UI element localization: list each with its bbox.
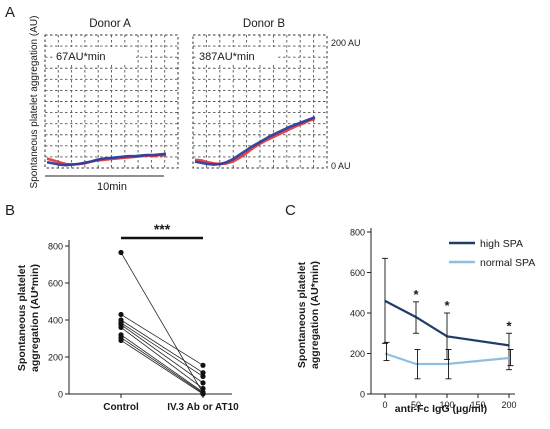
panel-c-high-spa-line [384, 299, 510, 347]
panel-c-xtick-label: 0 [382, 400, 387, 410]
panel-c-ytick-label: 600 [350, 268, 365, 278]
panel-b: Spontaneous platelet aggregation (AU*min… [16, 221, 239, 413]
panel-b-ytick-label: 0 [58, 390, 63, 400]
panel-a: Spontaneous platelet aggregation (AU) Do… [29, 16, 361, 193]
panel-b-pair-line [120, 319, 204, 374]
panel-b-significance-label: *** [154, 221, 171, 237]
panel-c-xlabel: anti-Fc IgG (µg/ml) [395, 403, 487, 415]
panel-b-point-treated [200, 385, 206, 392]
panel-c-xtick-label: 200 [501, 400, 516, 410]
panel-b-point-control [118, 249, 124, 256]
panel-c-ytick-label: 200 [350, 349, 365, 359]
panel-b-pair-line [120, 314, 204, 366]
panel-letter-b: B [5, 202, 15, 219]
donor-b-grid [192, 34, 328, 169]
donor-b-title: Donor B [243, 18, 286, 30]
panel-c-xtick-label: 150 [470, 400, 485, 410]
panel-b-ylabel-line2: aggregation (AU*min) [29, 264, 41, 372]
panel-b-point-treated [200, 362, 206, 368]
panel-b-point-control [118, 324, 124, 330]
panel-a-scale-bar-label: 10min [97, 181, 127, 193]
donor-a-grid [44, 34, 179, 169]
panel-b-pair-line [120, 324, 204, 384]
panel-c-xtick-label: 50 [411, 400, 421, 410]
panel-c-axes: 0 200 400 600 800 0 50 100 150 200 [350, 228, 517, 411]
panel-b-marks: *** [118, 221, 206, 397]
panel-b-point-treated [200, 380, 206, 386]
panel-b-point-control [118, 311, 124, 318]
panel-a-ytick-0: 0 AU [331, 161, 351, 171]
panel-c-legend-normal-spa-label: normal SPA [480, 257, 535, 269]
panel-a-ylabel: Spontaneous platelet aggregation (AU) [29, 16, 40, 189]
panel-c-significance-star: * [506, 318, 512, 333]
panel-c: Spontaneous platelet aggregation (AU*min… [296, 228, 535, 416]
panel-b-point-control [118, 337, 124, 343]
donor-a-title: Donor A [89, 18, 131, 30]
panel-b-ytick-label: 800 [48, 242, 63, 252]
donor-a-annotation: 67AU*min [56, 51, 106, 63]
panel-b-point-treated [200, 373, 206, 380]
panel-b-xtick-label: IV.3 Ab or AT10 [167, 402, 239, 413]
donor-b-blue-trace [194, 115, 316, 166]
panel-c-marks: * * * high SPA normal SPA [382, 238, 535, 380]
donor-b-annotation-bg [197, 47, 277, 64]
panel-b-pair-line [120, 340, 204, 395]
panel-b-pair-line [120, 252, 204, 394]
panel-b-pair-line [120, 327, 204, 389]
donor-b-annotation: 387AU*min [199, 51, 255, 63]
panel-c-ylabel-line1: Spontaneous platelet [296, 261, 308, 368]
panel-a-ytick-200: 200 AU [331, 38, 361, 48]
panel-b-ytick-label: 200 [48, 353, 63, 363]
panel-b-xtick-label: Control [103, 402, 139, 413]
panel-c-significance-star: * [444, 298, 450, 313]
panel-c-ytick-label: 400 [350, 309, 365, 319]
panel-c-legend-high-spa-label: high SPA [480, 238, 523, 250]
panel-b-ytick-label: 400 [48, 316, 63, 326]
panel-b-point-treated [200, 370, 206, 376]
panel-b-ylabel-line1: Spontaneous platelet [16, 264, 28, 371]
donor-a-annotation-bg [54, 47, 136, 64]
panel-c-ylabel-line2: aggregation (AU*min) [309, 261, 321, 369]
panel-c-ytick-label: 800 [350, 228, 365, 238]
panel-c-ytick-label: 0 [360, 390, 365, 400]
panel-b-ytick-label: 600 [48, 279, 63, 289]
donor-a-red-trace [46, 153, 167, 166]
panel-b-pair-line [120, 334, 204, 393]
panel-c-significance-star: * [413, 287, 419, 302]
panel-c-xtick-label: 100 [439, 400, 454, 410]
panel-c-normal-spa-line [384, 352, 510, 366]
donor-a-blue-trace [46, 152, 167, 167]
panel-b-pair-line [120, 322, 204, 377]
donor-b-traces [194, 115, 316, 166]
panel-b-axes: 0 200 400 600 800 Control IV.3 Ab or AT10 [48, 240, 239, 413]
panel-b-pair-line [120, 337, 204, 394]
donor-a-traces [46, 152, 167, 167]
panel-b-point-treated [200, 391, 206, 397]
panel-letter-a: A [5, 4, 15, 21]
panel-letter-c: C [285, 202, 296, 219]
